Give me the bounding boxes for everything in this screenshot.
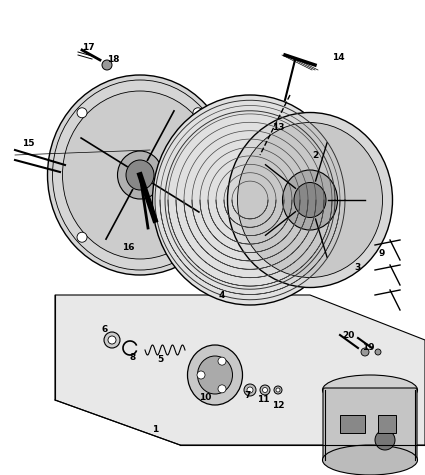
Ellipse shape xyxy=(62,91,218,259)
Circle shape xyxy=(276,388,280,392)
Text: 15: 15 xyxy=(22,139,34,148)
Ellipse shape xyxy=(126,160,154,190)
Text: 19: 19 xyxy=(362,343,374,352)
Text: 8: 8 xyxy=(130,353,136,362)
Ellipse shape xyxy=(294,182,326,218)
Text: 3: 3 xyxy=(355,264,361,273)
Bar xyxy=(340,415,365,433)
Text: 13: 13 xyxy=(272,124,284,133)
Text: 14: 14 xyxy=(332,54,344,63)
Circle shape xyxy=(361,348,369,356)
Text: 17: 17 xyxy=(82,44,94,53)
Ellipse shape xyxy=(187,345,243,405)
Circle shape xyxy=(263,388,267,392)
Text: 20: 20 xyxy=(342,331,354,340)
Circle shape xyxy=(102,60,112,70)
Circle shape xyxy=(77,232,87,242)
Text: 2: 2 xyxy=(312,151,318,160)
Ellipse shape xyxy=(323,375,417,405)
Circle shape xyxy=(375,430,395,450)
FancyBboxPatch shape xyxy=(323,388,417,462)
Circle shape xyxy=(104,332,120,348)
Circle shape xyxy=(77,108,87,118)
Circle shape xyxy=(197,371,205,379)
Circle shape xyxy=(218,357,226,365)
Circle shape xyxy=(193,108,203,118)
Polygon shape xyxy=(55,295,425,445)
Ellipse shape xyxy=(48,75,232,275)
Text: 4: 4 xyxy=(219,291,225,300)
Text: 9: 9 xyxy=(379,248,385,257)
Bar xyxy=(378,415,396,433)
Text: 11: 11 xyxy=(257,396,269,405)
Circle shape xyxy=(274,386,282,394)
Text: 5: 5 xyxy=(157,355,163,364)
Ellipse shape xyxy=(283,170,337,230)
Circle shape xyxy=(108,336,116,344)
Circle shape xyxy=(244,384,256,396)
Ellipse shape xyxy=(227,113,393,287)
Ellipse shape xyxy=(153,95,348,305)
Text: 6: 6 xyxy=(102,325,108,334)
Text: 7: 7 xyxy=(245,390,251,399)
Text: 18: 18 xyxy=(107,56,119,65)
Circle shape xyxy=(375,349,381,355)
Ellipse shape xyxy=(238,123,382,277)
Circle shape xyxy=(260,385,270,395)
Text: 12: 12 xyxy=(272,401,284,410)
Circle shape xyxy=(218,385,226,393)
Text: 1: 1 xyxy=(152,426,158,435)
Text: 10: 10 xyxy=(199,393,211,402)
Ellipse shape xyxy=(117,151,162,199)
Ellipse shape xyxy=(323,445,417,475)
Ellipse shape xyxy=(198,356,232,394)
Text: 16: 16 xyxy=(122,244,134,253)
Circle shape xyxy=(193,232,203,242)
Circle shape xyxy=(247,387,253,393)
